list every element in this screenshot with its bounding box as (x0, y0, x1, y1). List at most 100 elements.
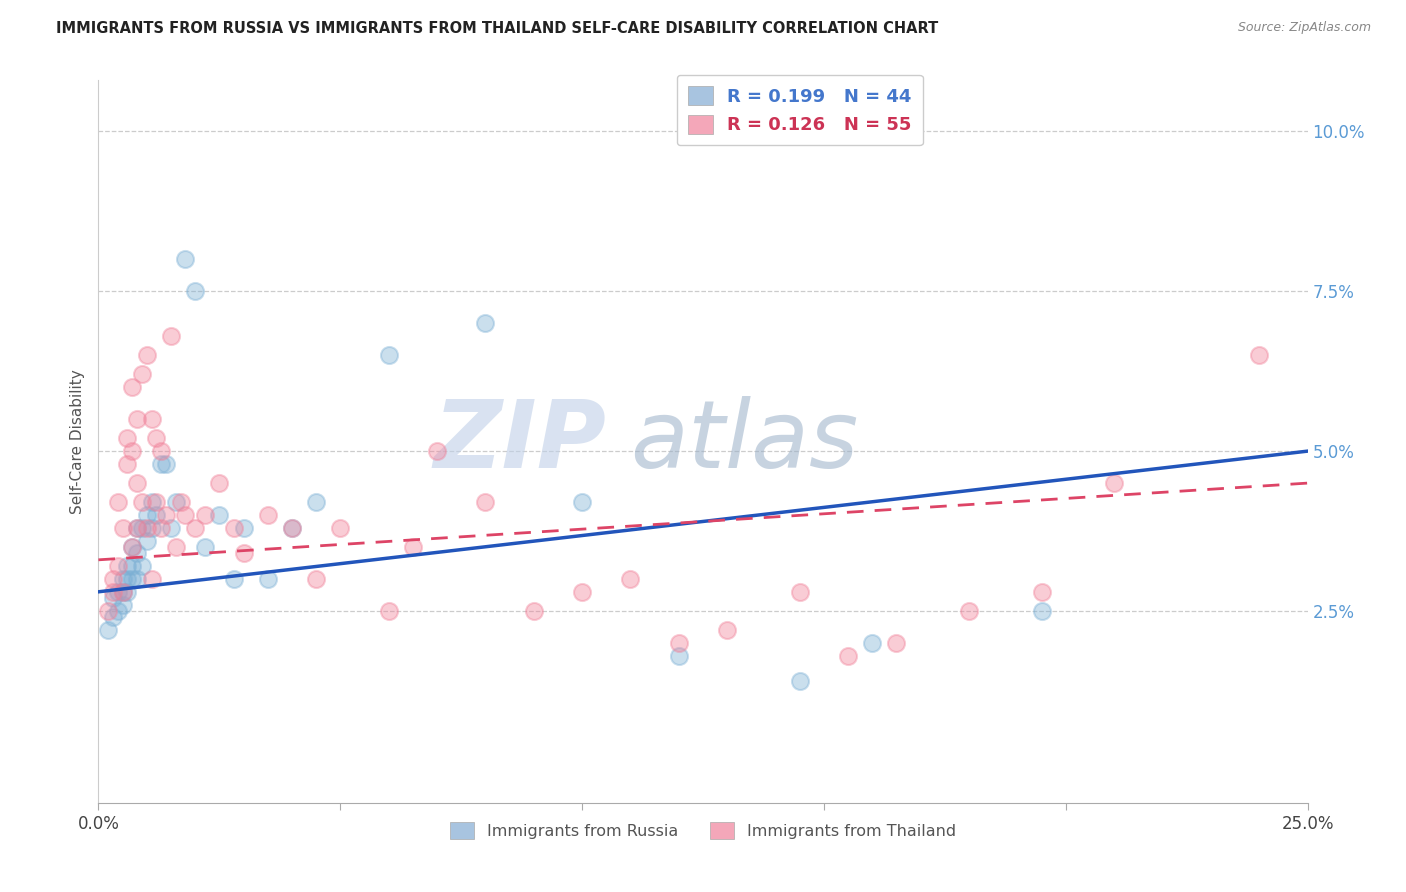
Point (131, 495, 153, 509)
Point (141, 495, 163, 509)
Point (281, 521, 304, 535)
Point (121, 572, 143, 586)
Point (127, 521, 149, 535)
Point (101, 584, 124, 599)
Point (474, 316, 496, 330)
Point (165, 495, 187, 509)
Point (860, 636, 883, 650)
Point (789, 674, 811, 689)
Point (141, 412, 163, 426)
Point (101, 572, 124, 586)
Point (668, 648, 690, 663)
Text: Source: ZipAtlas.com: Source: ZipAtlas.com (1237, 21, 1371, 35)
Point (101, 610, 124, 624)
Legend: Immigrants from Russia, Immigrants from Thailand: Immigrants from Russia, Immigrants from … (444, 816, 962, 846)
Point (121, 540, 143, 554)
Point (127, 476, 149, 491)
Point (194, 508, 217, 522)
Point (256, 572, 278, 586)
Point (127, 521, 149, 535)
Point (107, 584, 129, 599)
Point (135, 348, 157, 362)
Point (107, 559, 129, 574)
Point (668, 636, 690, 650)
Point (1031, 584, 1053, 599)
Point (145, 495, 167, 509)
Point (402, 540, 425, 554)
Point (886, 636, 908, 650)
Point (619, 572, 641, 586)
Point (571, 584, 593, 599)
Point (111, 572, 134, 586)
Point (135, 521, 157, 535)
Point (107, 495, 129, 509)
Point (174, 252, 197, 267)
Point (194, 540, 217, 554)
Point (117, 431, 139, 445)
Point (160, 329, 183, 343)
Point (256, 508, 278, 522)
Point (131, 559, 153, 574)
Point (145, 431, 167, 445)
Point (716, 623, 738, 637)
Text: ZIP: ZIP (433, 395, 606, 488)
Point (222, 572, 245, 586)
Point (121, 540, 143, 554)
Point (150, 521, 173, 535)
Point (127, 412, 149, 426)
Point (117, 572, 139, 586)
Point (837, 648, 859, 663)
Point (111, 598, 134, 612)
Point (184, 285, 207, 299)
Point (150, 444, 173, 458)
Text: IMMIGRANTS FROM RUSSIA VS IMMIGRANTS FROM THAILAND SELF-CARE DISABILITY CORRELAT: IMMIGRANTS FROM RUSSIA VS IMMIGRANTS FRO… (56, 21, 938, 37)
Point (117, 584, 139, 599)
Point (571, 495, 593, 509)
Point (1249, 348, 1271, 362)
Point (474, 495, 496, 509)
Point (117, 559, 139, 574)
Y-axis label: Self-Care Disability: Self-Care Disability (69, 369, 84, 514)
Text: atlas: atlas (630, 396, 859, 487)
Point (329, 521, 352, 535)
Point (121, 559, 143, 574)
Point (1031, 604, 1053, 618)
Point (107, 604, 129, 618)
Point (111, 521, 134, 535)
Point (141, 521, 163, 535)
Point (305, 572, 328, 586)
Point (97, 604, 120, 618)
Point (789, 584, 811, 599)
Point (150, 457, 173, 471)
Point (174, 508, 197, 522)
Point (97, 623, 120, 637)
Point (957, 604, 980, 618)
Point (141, 572, 163, 586)
Point (232, 546, 254, 560)
Point (426, 444, 449, 458)
Point (208, 476, 231, 491)
Point (101, 591, 124, 606)
Point (127, 546, 149, 560)
Point (117, 457, 139, 471)
Point (121, 444, 143, 458)
Point (281, 521, 304, 535)
Point (121, 380, 143, 394)
Point (160, 521, 183, 535)
Point (155, 457, 177, 471)
Point (135, 533, 157, 548)
Point (523, 604, 546, 618)
Point (127, 572, 149, 586)
Point (232, 521, 254, 535)
Point (305, 495, 328, 509)
Point (1102, 476, 1125, 491)
Point (145, 508, 167, 522)
Point (131, 368, 153, 382)
Point (222, 521, 245, 535)
Point (377, 348, 399, 362)
Point (131, 521, 153, 535)
Point (155, 508, 177, 522)
Point (377, 604, 399, 618)
Point (169, 495, 191, 509)
Point (111, 584, 134, 599)
